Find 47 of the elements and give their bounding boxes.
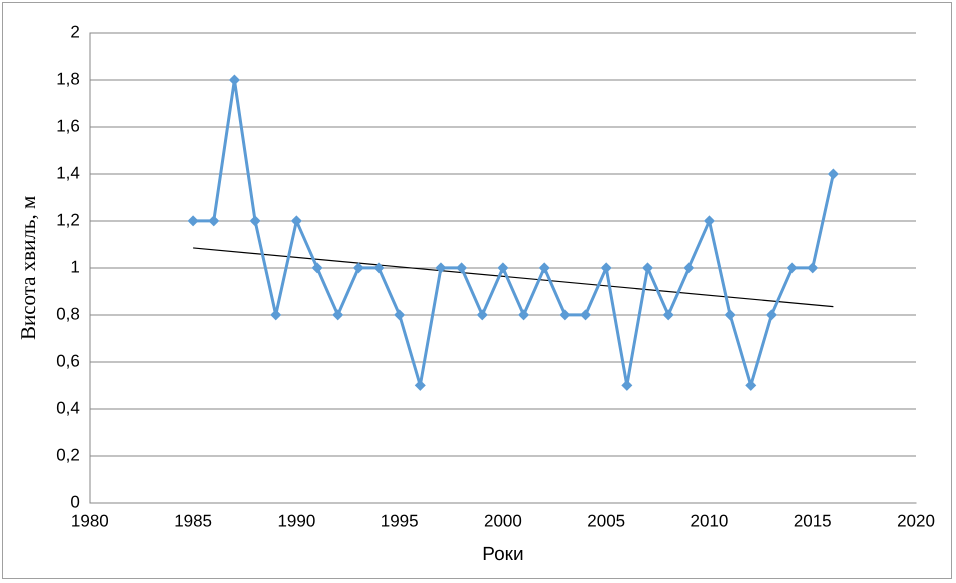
- point: [352, 262, 364, 274]
- point: [208, 215, 220, 226]
- x-tick-label: 2000: [484, 512, 522, 531]
- point: [807, 262, 818, 274]
- point: [580, 309, 592, 320]
- point: [290, 215, 302, 226]
- point: [373, 262, 384, 274]
- point: [704, 215, 715, 226]
- y-tick-label: 0,8: [56, 304, 80, 324]
- point: [786, 262, 798, 274]
- y-tick-label: 1,4: [56, 164, 80, 183]
- point: [332, 309, 344, 320]
- point: [662, 309, 674, 320]
- point: [538, 262, 550, 274]
- point: [497, 262, 508, 274]
- y-tick-label: 1: [70, 258, 80, 277]
- point: [518, 309, 530, 320]
- x-tick-label: 2005: [587, 512, 626, 531]
- point: [476, 309, 488, 320]
- x-tick-label: 1990: [277, 512, 316, 531]
- point: [394, 309, 406, 320]
- y-tick-label: 1,2: [56, 210, 80, 230]
- y-tick-label: 0,4: [56, 398, 80, 418]
- y-tick-label: 2: [70, 22, 80, 42]
- point: [828, 168, 839, 180]
- x-tick-label: 2015: [794, 512, 832, 531]
- y-tick-label: 1,6: [56, 116, 80, 136]
- y-tick-label: 0,6: [56, 352, 80, 371]
- point: [188, 215, 199, 226]
- x-axis-title: Роки: [482, 544, 524, 565]
- x-tick-label: 2010: [690, 512, 728, 531]
- point: [766, 309, 777, 320]
- y-axis-title: Висота хвиль, м: [16, 196, 40, 340]
- y-tick-label: 0: [70, 492, 80, 512]
- x-tick-label: 1980: [70, 512, 109, 531]
- point: [250, 215, 261, 226]
- point: [435, 262, 446, 274]
- y-tick-label: 1,8: [56, 70, 80, 89]
- x-tick-label: 1995: [380, 512, 419, 531]
- point: [559, 309, 570, 320]
- point: [312, 262, 323, 274]
- point: [456, 262, 468, 274]
- point: [683, 262, 694, 274]
- point: [724, 309, 736, 320]
- y-tick-label: 0,2: [56, 446, 80, 465]
- x-tick-label: 2020: [897, 512, 935, 531]
- x-tick-label: 1985: [174, 512, 212, 531]
